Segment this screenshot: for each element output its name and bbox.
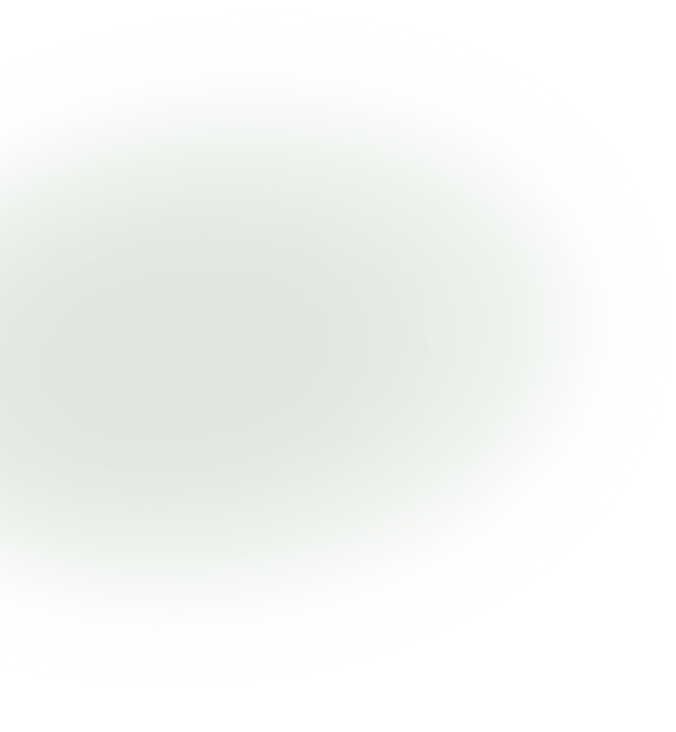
gradient-glow bbox=[0, 62, 610, 638]
